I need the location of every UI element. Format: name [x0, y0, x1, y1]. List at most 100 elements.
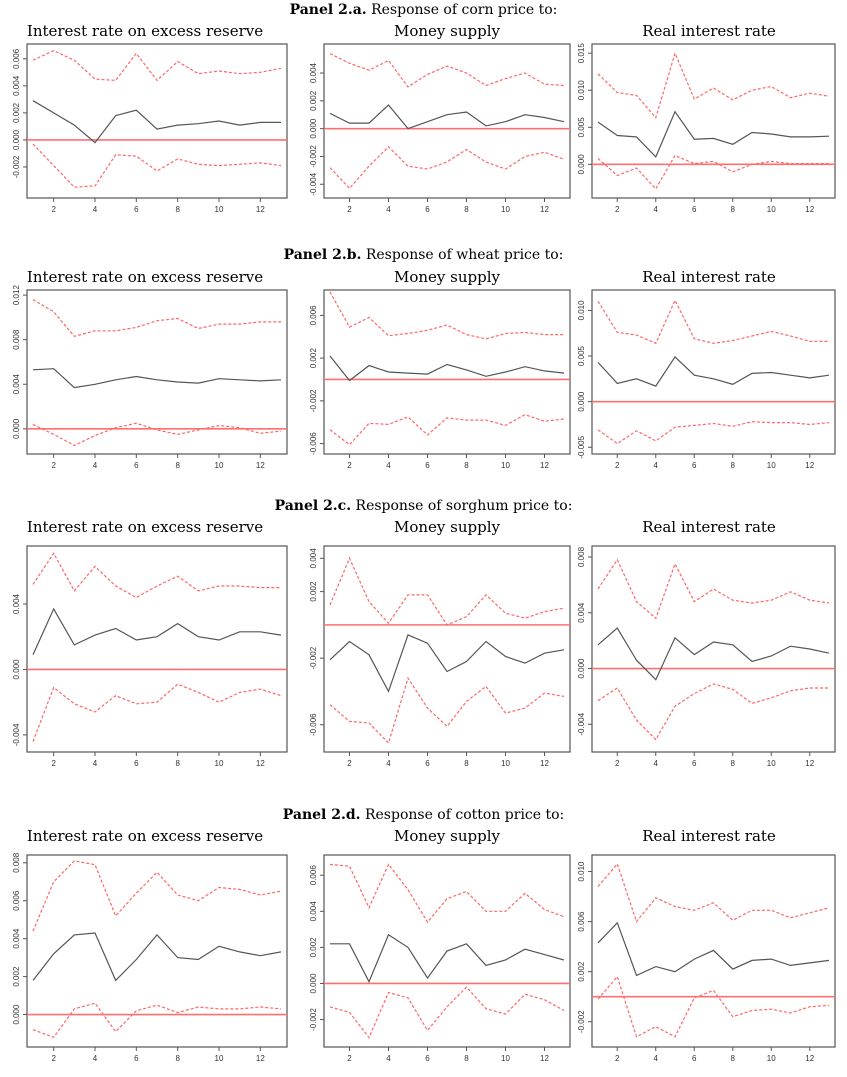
y-tick-label: 0.002	[309, 90, 318, 111]
lower-band-line	[329, 676, 565, 745]
panel-label: Panel 2.a.	[289, 2, 367, 18]
x-tick-label: 8	[464, 759, 469, 768]
panel-label: Panel 2.c.	[274, 498, 352, 514]
x-tick-label: 10	[501, 1054, 510, 1063]
lower-band-line	[597, 683, 829, 741]
x-tick-label: 2	[51, 759, 56, 768]
response-line	[32, 368, 282, 389]
x-tick-label: 10	[767, 1054, 776, 1063]
irf-chart: 0.000 0.005 0.010 0.015 2 4 6 8 10 12	[577, 43, 836, 214]
y-tick-label: 0.008	[12, 329, 21, 350]
panel-caption: Response of cotton price to:	[364, 807, 565, 823]
chart-title: Interest rate on excess reserve	[26, 518, 264, 536]
irf-chart: 0.000 0.002 0.004 0.006 0.008 2 4 6 8 10 12	[12, 852, 288, 1063]
y-tick-label: 0.006	[12, 48, 21, 69]
panel-title: Panel 2.d. Response of cotton price to:	[0, 807, 847, 823]
plot-frame	[591, 854, 836, 1048]
x-tick-label: 10	[501, 461, 510, 470]
y-tick-label: 0.010	[577, 80, 586, 101]
irf-chart: -0.004 0.000 0.004 0.008 2 4 6 8 10 12	[577, 545, 836, 768]
x-tick-label: 2	[347, 759, 352, 768]
lower-band-line	[32, 1002, 282, 1039]
chart-title: Money supply	[393, 518, 500, 536]
y-tick-label: 0.000	[12, 1004, 21, 1025]
plot-frame	[323, 854, 571, 1048]
y-tick-label: 0.004	[309, 901, 318, 922]
x-tick-label: 6	[425, 759, 430, 768]
y-tick-label: 0.000	[577, 391, 586, 412]
x-tick-label: 12	[805, 205, 814, 214]
y-tick-label: 0.006	[309, 865, 318, 886]
x-tick-label: 8	[175, 461, 180, 470]
irf-chart: -0.002 0.002 0.006 0.010 2 4 6 8 10 12	[577, 854, 836, 1063]
y-tick-label: -0.002	[12, 155, 21, 178]
lower-band-line	[32, 143, 282, 188]
x-tick-label: 10	[215, 1054, 224, 1063]
y-tick-label: 0.004	[12, 593, 21, 614]
x-tick-label: 4	[93, 205, 98, 214]
x-tick-label: 6	[425, 205, 430, 214]
x-tick-label: 10	[501, 205, 510, 214]
x-tick-label: 2	[347, 1054, 352, 1063]
panel-label: Panel 2.d.	[282, 807, 361, 823]
response-line	[597, 355, 830, 387]
y-tick-label: 0.002	[309, 348, 318, 369]
plot-frame	[26, 289, 288, 455]
y-tick-label: 0.000	[309, 973, 318, 994]
response-line	[597, 921, 830, 977]
x-tick-label: 8	[175, 1054, 180, 1063]
y-tick-label: 0.012	[12, 285, 21, 306]
irf-chart: 0.000 0.004 0.008 0.012 2 4 6 8 10 12	[12, 285, 288, 470]
x-tick-label: 12	[256, 759, 265, 768]
y-tick-label: 0.002	[577, 961, 586, 982]
x-tick-label: 8	[731, 461, 736, 470]
y-tick-label: -0.006	[309, 713, 318, 736]
x-tick-label: 2	[615, 205, 620, 214]
upper-band-line	[32, 50, 282, 82]
x-tick-label: 2	[615, 1054, 620, 1063]
x-tick-label: 10	[767, 461, 776, 470]
lower-band-line	[32, 683, 282, 742]
x-tick-label: 12	[540, 205, 549, 214]
chart-title: Money supply	[393, 268, 500, 286]
x-tick-label: 10	[767, 759, 776, 768]
x-tick-label: 4	[93, 759, 98, 768]
upper-band-line	[32, 552, 281, 599]
x-tick-label: 8	[464, 1054, 469, 1063]
x-tick-label: 10	[215, 759, 224, 768]
lower-band-line	[597, 975, 830, 1038]
x-tick-label: 8	[175, 205, 180, 214]
x-tick-label: 12	[805, 1054, 814, 1063]
panel-title: Panel 2.b. Response of wheat price to:	[0, 247, 847, 263]
y-tick-label: 0.000	[12, 418, 21, 439]
x-tick-label: 2	[615, 461, 620, 470]
lower-band-line	[597, 154, 829, 190]
y-tick-label: 0.008	[12, 852, 21, 873]
x-tick-label: 8	[464, 461, 469, 470]
x-tick-label: 12	[540, 759, 549, 768]
irf-chart: -0.002 0.000 0.002 0.004 0.006 2 4 6 8 10 12	[309, 854, 571, 1063]
x-tick-label: 10	[215, 205, 224, 214]
x-tick-label: 6	[134, 205, 139, 214]
y-tick-label: -0.004	[309, 172, 318, 195]
x-tick-label: 6	[425, 1054, 430, 1063]
x-tick-label: 2	[51, 461, 56, 470]
x-tick-label: 8	[464, 205, 469, 214]
x-tick-label: 8	[731, 759, 736, 768]
response-line	[329, 634, 565, 693]
chart-title: Real interest rate	[642, 827, 776, 845]
x-tick-label: 4	[654, 461, 659, 470]
x-tick-label: 4	[386, 205, 391, 214]
irf-chart: -0.005 0.000 0.005 0.010 2 4 6 8 10 12	[577, 289, 836, 470]
x-tick-label: 4	[654, 205, 659, 214]
x-tick-label: 6	[692, 759, 697, 768]
chart-title: Real interest rate	[642, 518, 776, 536]
plot-frame	[591, 545, 836, 753]
x-tick-label: 6	[692, 1054, 697, 1063]
chart-title: Real interest rate	[642, 22, 776, 40]
x-tick-label: 6	[692, 205, 697, 214]
x-tick-label: 6	[692, 461, 697, 470]
y-tick-label: 0.004	[309, 62, 318, 83]
y-tick-label: -0.004	[577, 712, 586, 735]
irf-chart: -0.006 -0.002 0.002 0.004 2 4 6 8 10 12	[309, 545, 571, 768]
